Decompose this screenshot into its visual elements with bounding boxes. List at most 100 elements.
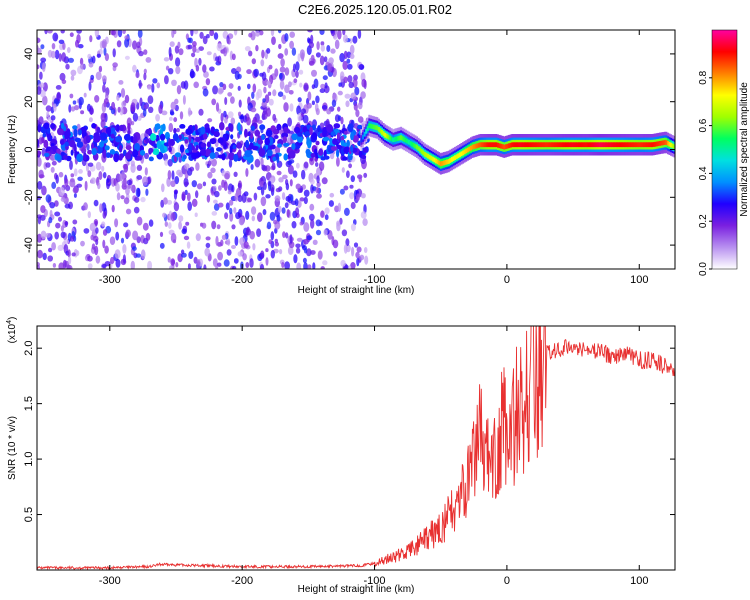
spectrogram-x-ticks: -300 -200 -100 0 100 — [99, 30, 648, 286]
carrier-track-segment — [484, 142, 487, 148]
carrier-track-segment — [427, 153, 430, 159]
noise-speckle — [252, 83, 257, 93]
noise-speckle — [363, 172, 368, 178]
noise-speckle — [78, 169, 83, 174]
noise-speckle — [45, 162, 51, 168]
noise-speckle — [246, 116, 251, 126]
noise-speckle — [360, 91, 366, 99]
carrier-track-segment — [582, 142, 585, 148]
x-tick-label: -200 — [231, 575, 253, 587]
noise-speckle — [168, 68, 174, 75]
noise-speckle — [320, 44, 325, 52]
noise-band-blob — [310, 153, 317, 158]
carrier-track-segment — [382, 131, 385, 137]
noise-speckle — [253, 192, 258, 201]
noise-speckle — [76, 183, 83, 188]
noise-band-blob — [43, 122, 50, 130]
noise-speckle — [144, 152, 149, 160]
carrier-track-segment — [576, 142, 579, 148]
noise-speckle — [101, 202, 107, 212]
carrier-track-segment — [630, 142, 633, 148]
noise-speckle — [213, 199, 218, 204]
noise-speckle — [353, 103, 358, 111]
noise-speckle — [40, 205, 46, 214]
noise-speckle — [322, 75, 328, 81]
carrier-track-segment — [524, 142, 526, 148]
noise-speckle — [299, 49, 305, 60]
carrier-track-segment — [392, 137, 395, 143]
carrier-track-segment — [379, 128, 382, 134]
noise-speckle — [224, 117, 228, 124]
noise-speckle — [125, 187, 130, 195]
noise-speckle — [114, 218, 119, 228]
carrier-track-segment — [403, 137, 406, 142]
noise-speckle — [188, 251, 194, 259]
noise-band-blob — [56, 154, 62, 162]
noise-speckle — [324, 207, 330, 215]
carrier-track-segment — [560, 142, 563, 148]
noise-speckle — [68, 57, 74, 63]
noise-speckle — [237, 194, 243, 203]
noise-speckle — [211, 98, 217, 106]
noise-speckle — [321, 177, 328, 185]
noise-speckle — [310, 184, 314, 194]
carrier-track-segment — [377, 127, 380, 132]
carrier-track-segment — [557, 142, 560, 148]
carrier-track-segment — [647, 142, 650, 148]
noise-speckle — [309, 60, 315, 66]
noise-speckle — [178, 215, 184, 222]
noise-speckle — [266, 80, 272, 86]
noise-band-blob — [64, 141, 69, 147]
noise-speckle — [203, 71, 209, 78]
noise-speckle — [295, 247, 301, 254]
noise-speckle — [37, 47, 42, 55]
carrier-track-segment — [512, 142, 515, 148]
noise-speckle — [60, 30, 65, 34]
noise-speckle — [266, 107, 271, 117]
noise-speckle — [70, 75, 75, 81]
noise-speckle — [220, 239, 224, 247]
noise-speckle — [187, 263, 191, 269]
noise-speckle — [87, 211, 92, 219]
snr-panel: -300 -200 -100 0 100 0.5 1.0 1.5 2.0 Height of … — [6, 317, 676, 595]
noise-speckle — [289, 103, 294, 112]
noise-speckle — [164, 221, 168, 227]
noise-band-blob — [330, 146, 338, 151]
noise-speckle — [307, 30, 313, 33]
noise-speckle — [264, 94, 270, 104]
noise-speckle — [272, 113, 277, 122]
noise-speckle — [343, 50, 348, 60]
noise-speckle — [340, 116, 344, 125]
noise-speckle — [249, 258, 254, 268]
noise-speckle — [354, 86, 360, 96]
noise-speckle — [193, 81, 199, 89]
carrier-track-segment — [598, 142, 601, 148]
noise-speckle — [206, 194, 211, 203]
carrier-track-segment — [578, 142, 580, 148]
noise-speckle — [315, 229, 322, 236]
noise-speckle — [299, 197, 305, 202]
noise-speckle — [294, 198, 299, 207]
noise-speckle — [212, 258, 218, 267]
noise-speckle — [195, 233, 201, 242]
noise-speckle — [60, 197, 66, 203]
noise-speckle — [45, 105, 52, 112]
noise-speckle — [279, 72, 283, 80]
noise-speckle — [132, 230, 139, 241]
noise-speckle — [170, 101, 177, 111]
noise-band-blob — [134, 142, 140, 152]
noise-band-blob — [78, 129, 82, 136]
noise-speckle — [142, 176, 149, 186]
noise-speckle — [50, 115, 56, 121]
noise-speckle — [104, 53, 109, 62]
noise-speckle — [54, 211, 61, 217]
noise-speckle — [287, 246, 294, 255]
carrier-track-segment — [528, 142, 531, 148]
noise-speckle — [284, 261, 290, 269]
noise-speckle — [120, 195, 125, 200]
noise-speckle — [124, 94, 130, 104]
snr-series-line — [37, 326, 675, 570]
noise-speckle — [37, 249, 43, 259]
noise-speckle — [175, 66, 181, 75]
noise-speckle — [117, 106, 121, 113]
